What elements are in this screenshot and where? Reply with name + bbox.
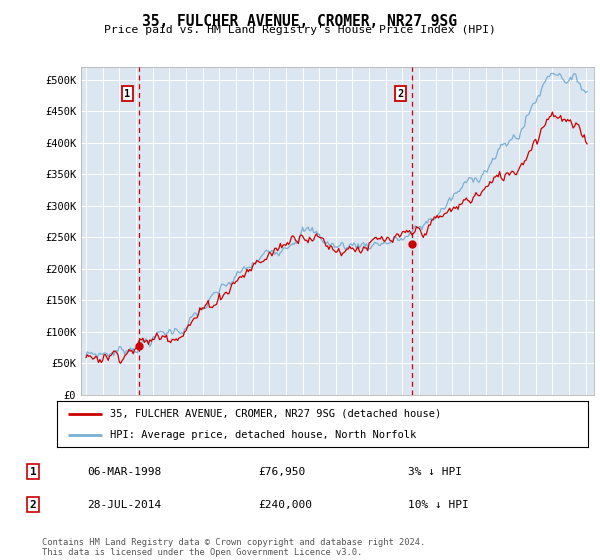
Text: £240,000: £240,000 (258, 500, 312, 510)
Text: 1: 1 (29, 466, 37, 477)
Text: 2: 2 (397, 88, 404, 99)
Text: 28-JUL-2014: 28-JUL-2014 (87, 500, 161, 510)
Text: 10% ↓ HPI: 10% ↓ HPI (408, 500, 469, 510)
Text: HPI: Average price, detached house, North Norfolk: HPI: Average price, detached house, Nort… (110, 431, 416, 440)
Text: 06-MAR-1998: 06-MAR-1998 (87, 466, 161, 477)
Text: 35, FULCHER AVENUE, CROMER, NR27 9SG (detached house): 35, FULCHER AVENUE, CROMER, NR27 9SG (de… (110, 409, 442, 419)
Text: Contains HM Land Registry data © Crown copyright and database right 2024.
This d: Contains HM Land Registry data © Crown c… (42, 538, 425, 557)
Text: 2: 2 (29, 500, 37, 510)
Text: Price paid vs. HM Land Registry's House Price Index (HPI): Price paid vs. HM Land Registry's House … (104, 25, 496, 35)
Text: 1: 1 (124, 88, 130, 99)
Text: 3% ↓ HPI: 3% ↓ HPI (408, 466, 462, 477)
Text: 35, FULCHER AVENUE, CROMER, NR27 9SG: 35, FULCHER AVENUE, CROMER, NR27 9SG (143, 14, 458, 29)
Text: £76,950: £76,950 (258, 466, 305, 477)
